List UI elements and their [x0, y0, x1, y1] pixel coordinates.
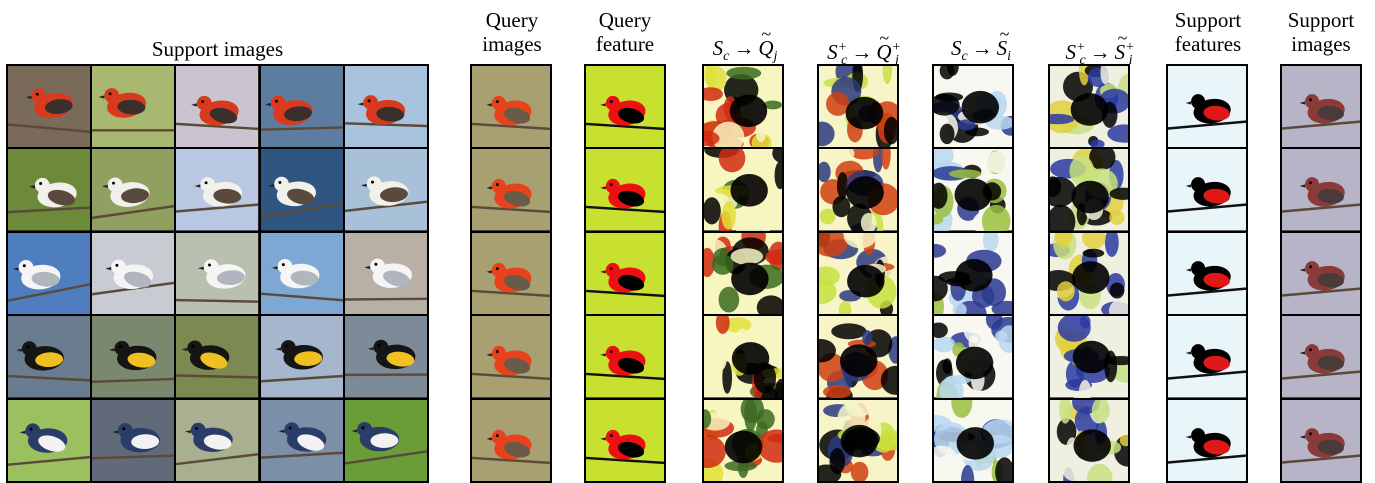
reconstruction-cell — [704, 399, 782, 482]
title-support-images-right: Support images — [1287, 8, 1355, 56]
support-image-cell — [176, 399, 259, 481]
support-image-cell — [92, 149, 175, 231]
support-image-cell — [260, 399, 343, 481]
reconstruction-cell — [819, 149, 897, 231]
reconstruction-cell — [1050, 149, 1128, 231]
support-image-cell — [92, 66, 175, 148]
query-feature-cell — [586, 149, 664, 231]
support-image-right-cell — [1282, 316, 1360, 398]
reconstruction-cell — [704, 149, 782, 231]
title-support-features: Support features — [1174, 8, 1242, 56]
reconstruction-cell — [934, 149, 1012, 231]
query-image-cell — [472, 232, 550, 315]
support-image-cell — [8, 66, 91, 148]
query-image-cell — [472, 149, 550, 231]
query-image-cell — [472, 66, 550, 148]
support-image-cell — [176, 149, 259, 231]
support-image-cell — [176, 66, 259, 148]
title-support-images-left: Support images — [151, 37, 284, 61]
support-feature-cell — [1168, 316, 1246, 398]
query-images-column — [470, 64, 552, 483]
sc-to-qj-column — [702, 64, 784, 483]
support-images-right-column — [1280, 64, 1362, 483]
support-image-right-cell — [1282, 232, 1360, 315]
reconstruction-cell — [934, 66, 1012, 148]
support-features-column — [1166, 64, 1248, 483]
support-image-cell — [8, 232, 91, 315]
support-image-cell — [260, 316, 343, 398]
support-image-cell — [92, 316, 175, 398]
reconstruction-cell — [934, 232, 1012, 315]
support-image-right-cell — [1282, 399, 1360, 482]
support-image-cell — [344, 66, 427, 148]
support-image-cell — [260, 149, 343, 231]
reconstruction-cell — [1050, 399, 1128, 482]
reconstruction-cell — [704, 66, 782, 148]
support-feature-cell — [1168, 399, 1246, 482]
reconstruction-cell — [1050, 316, 1128, 398]
support-image-cell — [92, 399, 175, 481]
support-image-cell — [344, 399, 427, 481]
title-scplus-to-qjplus: S+c→Q+j — [808, 26, 918, 73]
support-feature-cell — [1168, 149, 1246, 231]
title-scplus-to-siplus: S+c→S+i — [1044, 26, 1154, 73]
support-image-right-cell — [1282, 66, 1360, 148]
query-feature-cell — [586, 232, 664, 315]
title-sc-to-qj: Sc→Qj — [690, 22, 800, 69]
reconstruction-cell — [934, 316, 1012, 398]
support-image-cell — [260, 66, 343, 148]
query-feature-column — [584, 64, 666, 483]
query-feature-cell — [586, 316, 664, 398]
support-image-cell — [344, 232, 427, 315]
reconstruction-cell — [819, 66, 897, 148]
support-image-cell — [8, 399, 91, 481]
reconstruction-cell — [1050, 66, 1128, 148]
support-feature-cell — [1168, 232, 1246, 315]
support-image-cell — [176, 316, 259, 398]
support-image-cell — [344, 149, 427, 231]
support-image-cell — [260, 232, 343, 315]
scplus-to-qjplus-column — [817, 64, 899, 483]
support-image-cell — [344, 316, 427, 398]
reconstruction-cell — [704, 316, 782, 398]
scplus-to-siplus-column — [1048, 64, 1130, 483]
support-image-cell — [92, 232, 175, 315]
support-image-cell — [8, 316, 91, 398]
sc-to-si-column — [932, 64, 1014, 483]
support-images-grid — [6, 64, 429, 483]
query-image-cell — [472, 316, 550, 398]
reconstruction-cell — [819, 316, 897, 398]
support-feature-cell — [1168, 66, 1246, 148]
query-image-cell — [472, 399, 550, 482]
title-sc-to-si: Sc→Si — [926, 22, 1036, 69]
query-feature-cell — [586, 399, 664, 482]
reconstruction-cell — [1050, 232, 1128, 315]
reconstruction-cell — [934, 399, 1012, 482]
title-query-images: Query images — [482, 8, 542, 56]
reconstruction-cell — [819, 232, 897, 315]
reconstruction-cell — [819, 399, 897, 482]
title-query-feature: Query feature — [595, 8, 655, 56]
query-feature-cell — [586, 66, 664, 148]
reconstruction-cell — [704, 232, 782, 315]
support-image-right-cell — [1282, 149, 1360, 231]
support-image-cell — [176, 232, 259, 315]
support-image-cell — [8, 149, 91, 231]
